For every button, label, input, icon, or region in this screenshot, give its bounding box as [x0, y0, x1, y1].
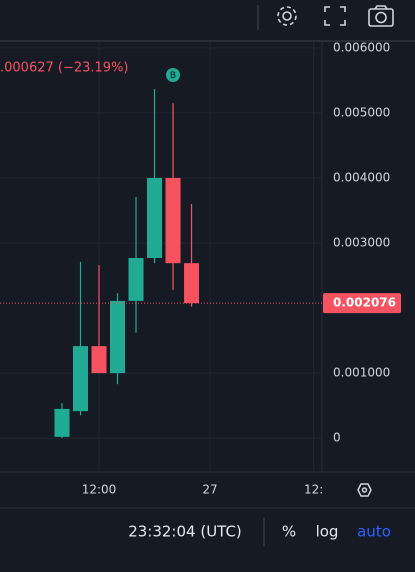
- clock: 23:32:04 (UTC): [128, 523, 242, 541]
- y-tick-label: 0.004000: [333, 170, 390, 184]
- candle-body: [128, 257, 144, 301]
- x-tick-label: 12:: [304, 483, 323, 497]
- y-tick-label: 0.003000: [333, 236, 390, 250]
- candle-body: [54, 408, 70, 437]
- settings-icon[interactable]: [277, 6, 297, 26]
- auto-toggle[interactable]: auto: [357, 523, 391, 541]
- candle-body: [184, 263, 200, 304]
- percent-toggle[interactable]: %: [282, 523, 296, 541]
- last-price-box: [323, 293, 401, 314]
- x-tick-label: 27: [202, 483, 217, 497]
- candle-body: [147, 177, 163, 258]
- x-tick-label: 12:00: [82, 483, 117, 497]
- screenshot-icon[interactable]: [368, 5, 394, 27]
- y-tick-label: 0.006000: [333, 40, 390, 54]
- marker-badge: [166, 68, 181, 82]
- log-toggle[interactable]: log: [316, 523, 339, 541]
- marker-label: B: [170, 71, 176, 81]
- time-axis-settings[interactable]: [357, 483, 372, 497]
- y-tick-label: 0: [333, 431, 341, 445]
- change-text: .000627 (−23.19%): [0, 61, 129, 76]
- candle-body: [91, 346, 107, 374]
- fullscreen-icon[interactable]: [324, 6, 346, 26]
- plot-area: [0, 42, 322, 472]
- last-price-label: 0.002076: [333, 296, 396, 310]
- y-tick-label: 0.005000: [333, 105, 390, 119]
- candle-body: [73, 346, 88, 412]
- candle-body: [165, 177, 181, 264]
- candle-body: [110, 300, 126, 374]
- y-tick-label: 0.001000: [333, 366, 390, 380]
